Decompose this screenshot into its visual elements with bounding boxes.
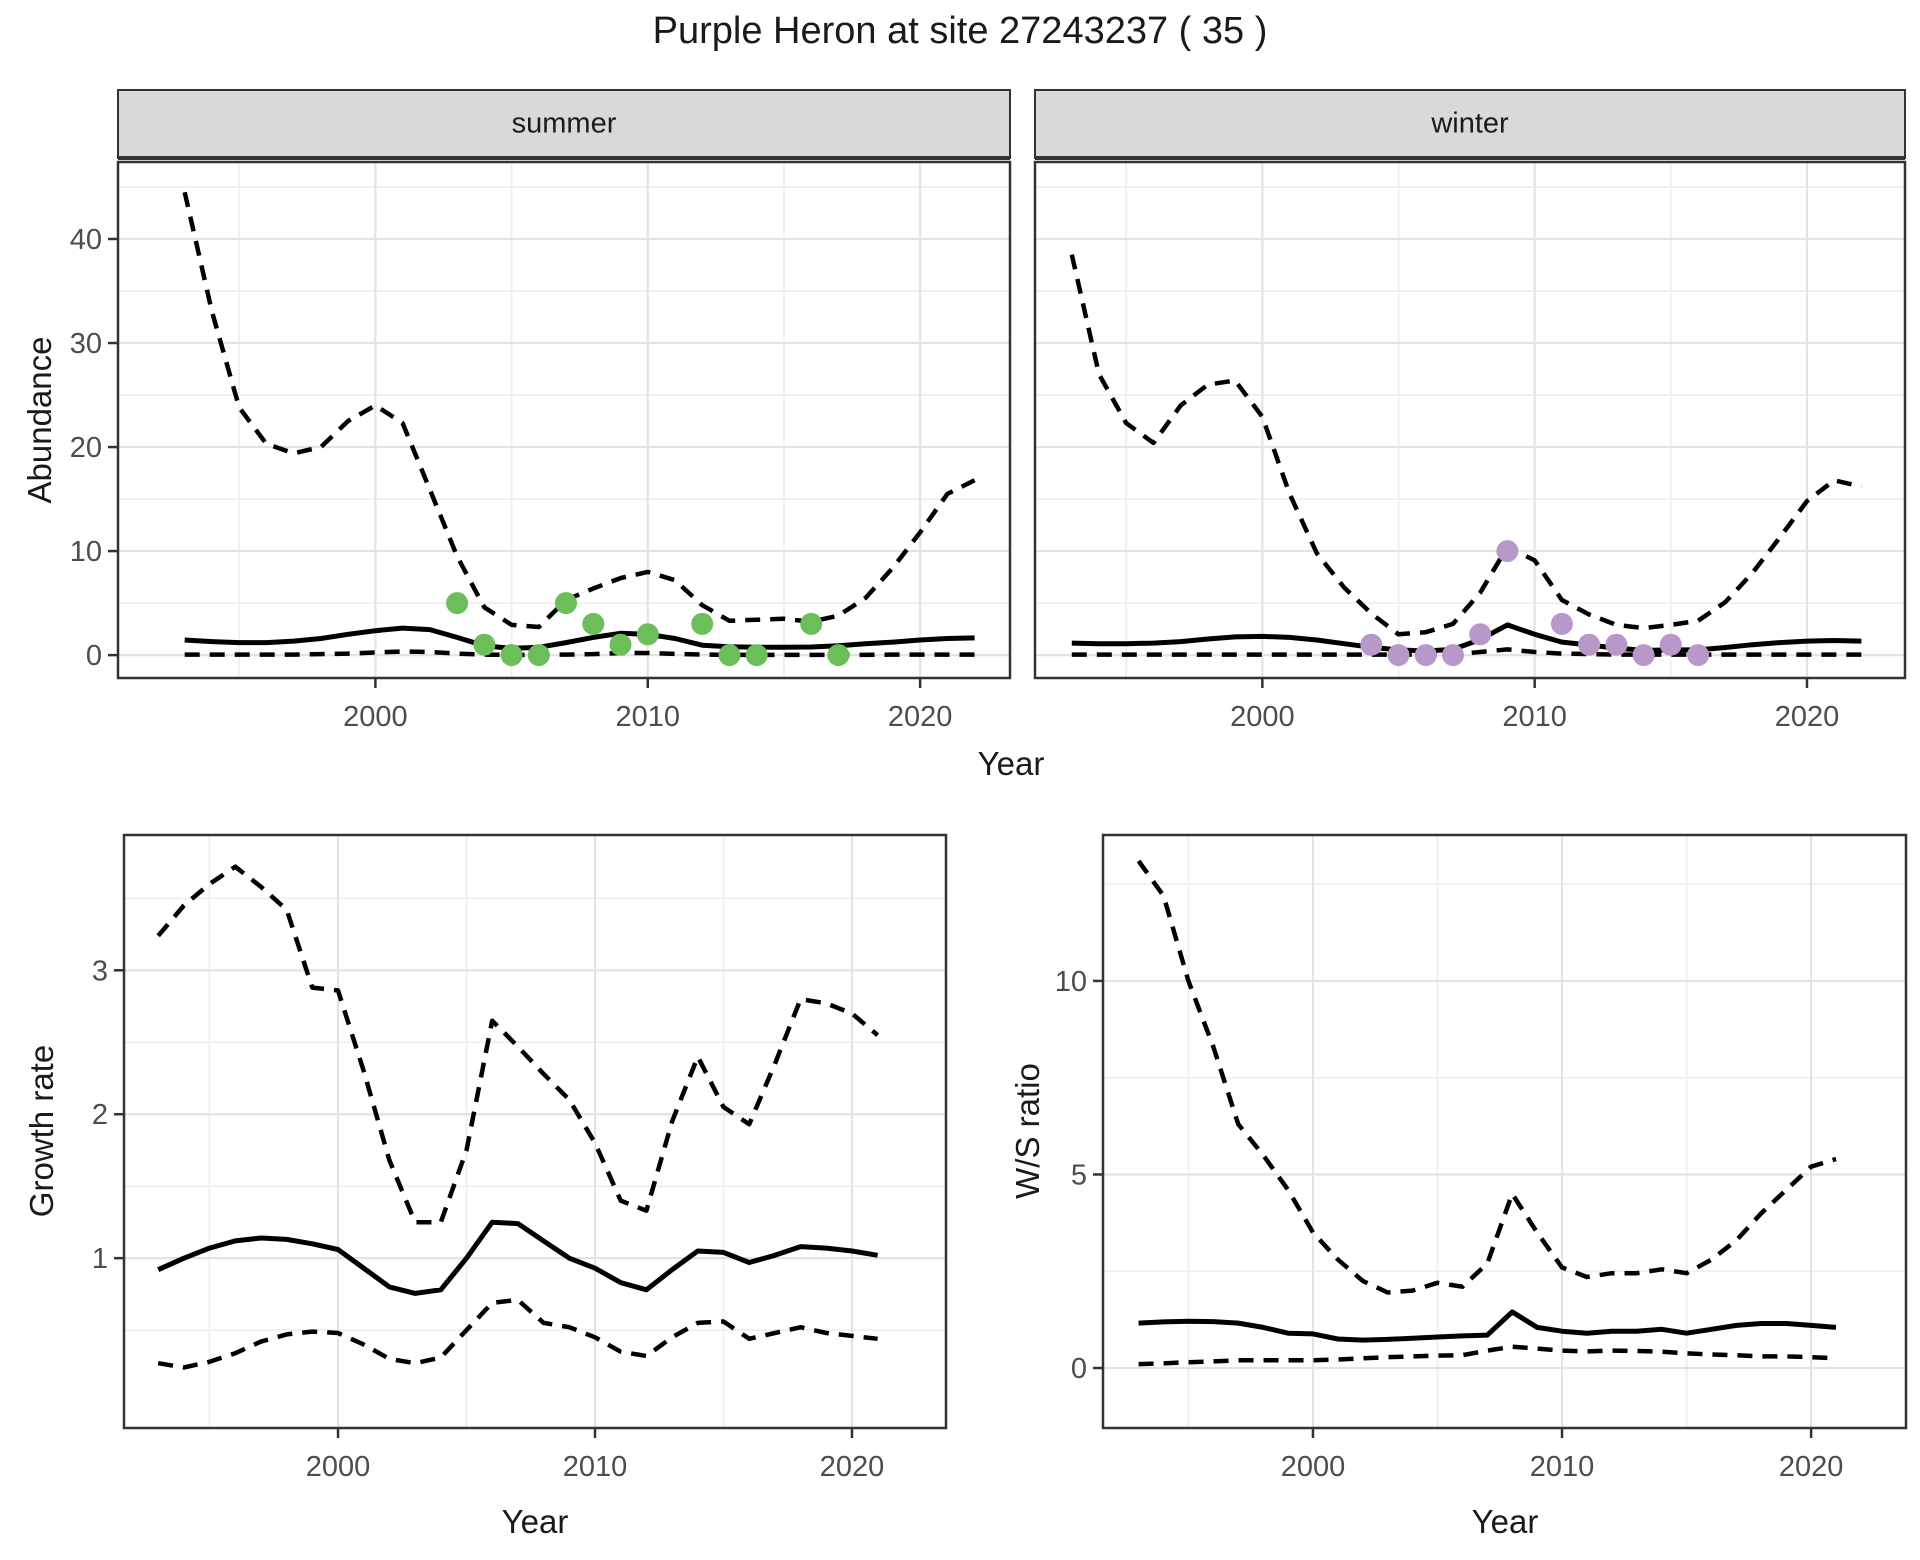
x-axis-tick-label: 2000 [306,1451,371,1483]
panel-ws: 2000 2010 2020 0 5 10 [1055,833,1908,1483]
x-axis-tick-label: 2000 [1230,701,1295,733]
panel-background [124,835,946,1428]
y-axis-tick-label: 5 [1071,1159,1087,1191]
winter-observed-point [1605,633,1628,656]
x-axis-tick-label: 2010 [615,701,680,733]
abundance-axis-title: Abundance [21,336,58,504]
panel-border [122,833,948,1430]
y-axis-tick-label: 10 [70,536,102,568]
summer-observed-point [800,612,823,635]
winter-lower_95_ci-line [1071,647,1862,657]
y-axis-tick-label: 0 [1071,1353,1087,1385]
y-axis-tick-label: 40 [70,224,102,256]
x-axis-tick-label: 2010 [1502,701,1567,733]
panel-background [118,162,1010,678]
winter-observed-point [1442,644,1464,667]
x-axis-tick-label: 2000 [343,701,408,733]
facet-strip-label-winter: winter [1431,107,1509,140]
x-axis-tick-label: 2000 [1281,1451,1346,1483]
y-axis-tick-label: 20 [70,432,102,464]
ws-ratio-axis-title: W/S ratio [1009,1063,1046,1199]
winter-observed-point [1659,633,1682,656]
panel-winter: 2000 2010 2020 [1033,89,1907,733]
ws-trend-line [1138,1309,1837,1343]
x-axis-tick-label: 2020 [888,701,953,733]
winter-observed-point [1632,644,1655,667]
growth-trend-line [157,1219,879,1296]
y-axis-tick-label: 10 [1055,966,1087,998]
summer-observed-point [555,592,577,615]
x-axis-tick-label: 2020 [1775,701,1840,733]
winter-upper_95_ci-line [1069,254,1862,637]
y-axis-tick-label: 3 [92,955,108,987]
panel-summer: 2000 2010 2020 0 10 20 30 40 [70,89,1012,733]
summer-observed-point [827,644,850,667]
chart-title: Purple Heron at site 27243237 ( 35 ) [652,10,1268,52]
summer-observed-point [691,612,714,635]
winter-observed-point [1414,644,1437,667]
growth-year-axis-title: Year [501,1503,569,1540]
ws-upper_95_ci-line [1136,859,1837,1295]
summer-observed-point [718,644,741,667]
panel-background [1103,835,1906,1428]
ws-lower_95_ci-line [1138,1344,1837,1367]
panel-border [1101,833,1908,1430]
ws-year-axis-title: Year [1471,1503,1539,1540]
panel-growth: 2000 2010 2020 1 2 3 [92,833,948,1483]
winter-observed-point [1360,633,1383,656]
winter-observed-point [1469,623,1492,646]
summer-observed-point [473,633,496,656]
summer-observed-point [636,623,659,646]
panel-border [116,160,1012,680]
facet-strip [1034,89,1906,159]
facet-strip [117,89,1011,159]
winter-observed-point [1550,612,1573,635]
growth-upper_95_ci-line [156,864,880,1225]
x-axis-tick-label: 2010 [563,1451,628,1483]
y-axis-tick-label: 1 [92,1243,108,1275]
panel-border [1033,160,1907,680]
facet-strip-label-summer: summer [511,107,617,140]
winter-trend-line [1071,622,1862,654]
summer-observed-point [745,644,768,667]
y-axis-tick-label: 30 [70,328,102,360]
winter-observed-point [1687,644,1710,667]
summer-observed-point [500,644,523,667]
panel-background [1035,162,1905,678]
growth-lower_95_ci-line [157,1297,878,1370]
summer-observed-point [527,644,550,667]
winter-observed-point [1387,644,1410,667]
x-axis-tick-label: 2020 [1779,1451,1844,1483]
x-axis-tick-label: 2020 [820,1451,885,1483]
top-year-axis-title: Year [977,745,1045,782]
growth-rate-axis-title: Growth rate [23,1044,60,1218]
summer-observed-point [582,612,605,635]
summer-observed-point [446,592,469,615]
x-axis-tick-label: 2010 [1530,1451,1595,1483]
winter-observed-point [1578,633,1601,656]
y-axis-tick-label: 0 [86,640,102,672]
winter-observed-point [1496,540,1519,563]
summer-observed-point [609,633,632,656]
y-axis-tick-label: 2 [92,1099,108,1131]
